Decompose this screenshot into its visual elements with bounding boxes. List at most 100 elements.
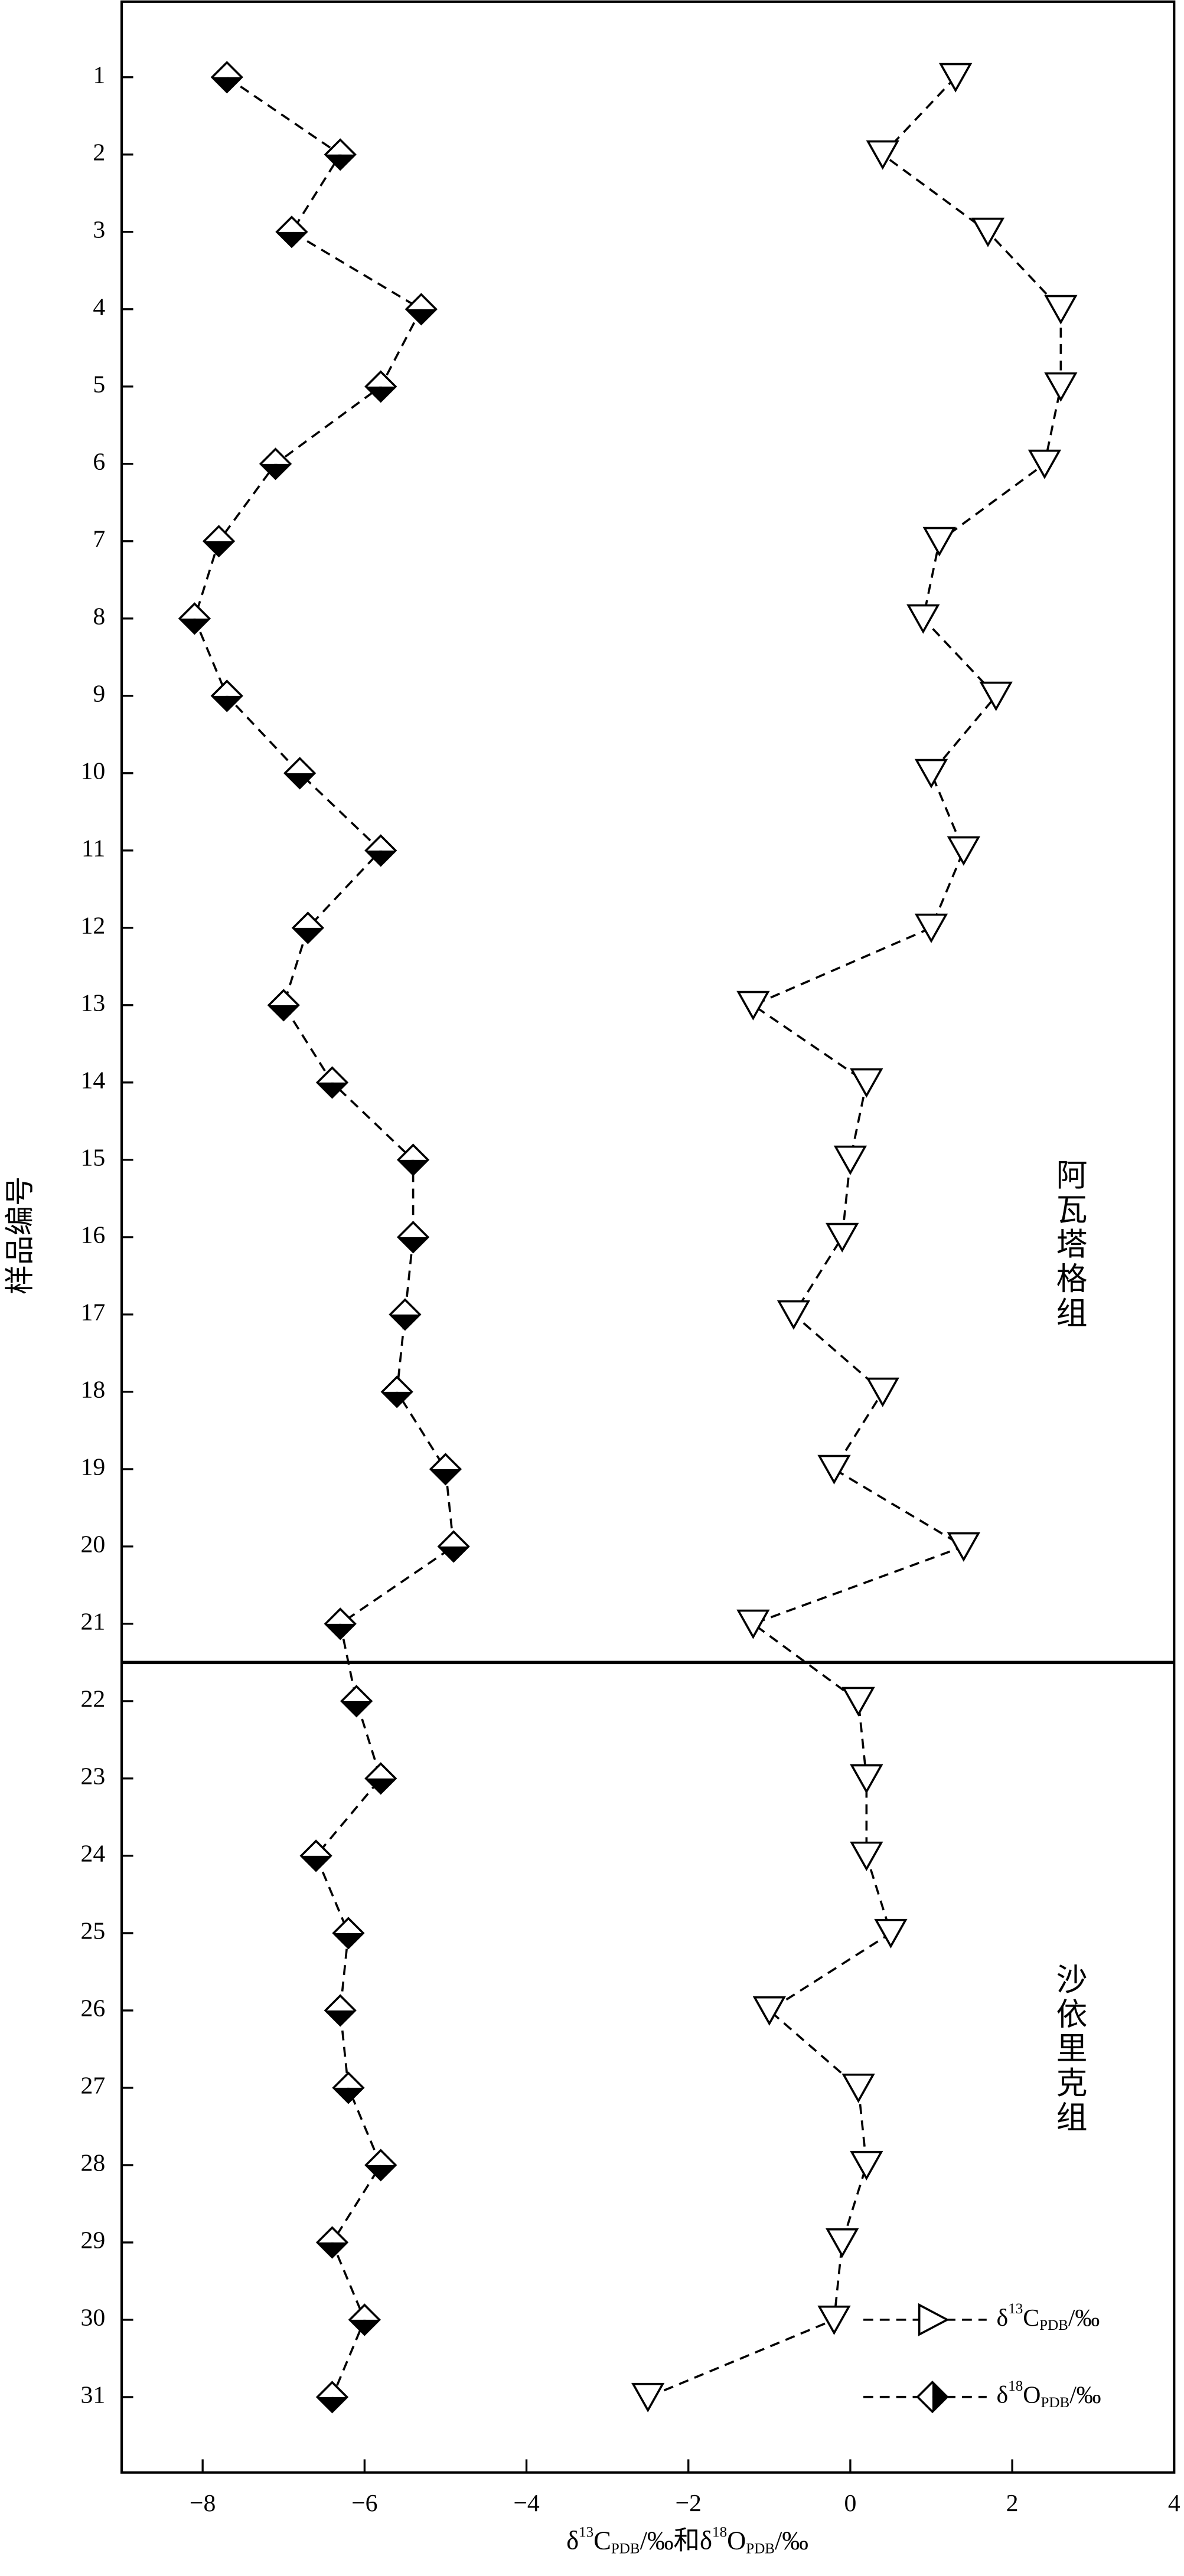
data-point (267, 989, 300, 1022)
marker-outline (364, 2149, 397, 2182)
data-point (631, 2382, 665, 2412)
marker-black-half (398, 1159, 428, 1175)
marker-black-half (430, 1469, 461, 1484)
marker-black-half (350, 2319, 380, 2335)
y-tick-label: 19 (80, 1453, 105, 1480)
y-tick-label: 4 (93, 293, 105, 321)
y-tick-label: 15 (80, 1144, 105, 1171)
marker-outline (315, 2381, 349, 2414)
data-point (833, 1145, 867, 1175)
marker-black-half (390, 1314, 420, 1329)
data-point (291, 911, 325, 944)
marker-shape (850, 1841, 883, 1871)
data-point (906, 604, 940, 634)
marker-shape (1044, 372, 1078, 402)
data-point (315, 2381, 349, 2414)
data-point (850, 1841, 883, 1871)
data-point (817, 1454, 851, 1485)
marker-white-half (212, 681, 242, 696)
marker-white-half (439, 1531, 469, 1547)
marker-shape (866, 1377, 899, 1407)
y-tick-label: 28 (80, 2149, 105, 2176)
data-point (850, 2150, 883, 2181)
marker-black-half (366, 2165, 396, 2180)
marker-shape (817, 2305, 851, 2335)
data-point (210, 61, 243, 94)
data-point (324, 138, 357, 171)
marker-outline (202, 525, 236, 558)
marker-outline (324, 138, 357, 171)
marker-outline (364, 370, 397, 403)
data-point (364, 2149, 397, 2182)
data-point (826, 2228, 859, 2258)
marker-shape (866, 140, 899, 170)
data-point (437, 1530, 470, 1563)
marker-shape (826, 2228, 859, 2258)
formation-label: 阿瓦塔格组 (1052, 1159, 1087, 1331)
marker-shape (826, 1222, 859, 1253)
marker-shape (947, 1532, 981, 1562)
legend-marker (916, 2381, 949, 2414)
data-point (817, 2305, 851, 2335)
data-point (736, 1609, 770, 1639)
marker-white-half (204, 526, 234, 541)
marker-white-half (430, 1454, 461, 1469)
marker-white-half (317, 2227, 347, 2242)
marker-black-half (366, 850, 396, 865)
marker-outline (389, 1298, 422, 1331)
y-tick-label: 23 (80, 1763, 105, 1790)
marker-outline (275, 215, 308, 249)
data-point (841, 2073, 875, 2103)
y-tick-label: 14 (80, 1067, 105, 1094)
data-point (866, 140, 899, 170)
data-point (938, 63, 973, 93)
y-tick-label: 13 (80, 989, 105, 1016)
marker-shape (752, 1996, 786, 2026)
marker-white-half (325, 1995, 355, 2011)
marker-outline (299, 1839, 332, 1872)
marker-shape (971, 217, 1005, 247)
marker-black-half (269, 1005, 299, 1020)
y-tick-label: 11 (81, 835, 105, 862)
marker-black-half (317, 2242, 347, 2257)
x-axis-label: δ13CPDB/‰和δ18OPDB/‰ (566, 2524, 808, 2557)
data-point (979, 681, 1013, 711)
legend-label: δ18OPDB/‰ (997, 2378, 1101, 2411)
marker-shape (850, 1068, 883, 1098)
data-point (971, 217, 1005, 247)
marker-black-half (325, 2010, 355, 2025)
data-point (850, 1068, 883, 1098)
marker-outline (267, 989, 300, 1022)
y-tick-label: 10 (80, 757, 105, 784)
marker-outline (437, 1530, 470, 1563)
marker-shape (922, 527, 956, 557)
y-tick-label: 2 (93, 139, 105, 166)
y-axis-label: 样品编号 (3, 1176, 36, 1294)
marker-white-half (398, 1222, 428, 1237)
data-point (348, 2303, 381, 2336)
data-point (866, 1377, 899, 1407)
data-point (396, 1143, 430, 1176)
y-tick-label: 27 (80, 2072, 105, 2099)
marker-black-half (325, 1623, 355, 1639)
y-tick-label: 7 (93, 525, 105, 553)
data-point (1028, 449, 1062, 479)
marker-shape (833, 1145, 867, 1175)
marker-outline (405, 293, 438, 326)
y-tick-label: 6 (93, 448, 105, 475)
marker-outline (364, 1762, 397, 1795)
marker-white-half (366, 835, 396, 851)
marker-shape (938, 63, 973, 93)
data-point (332, 2071, 365, 2104)
marker-black-half (366, 386, 396, 401)
y-tick-label: 20 (80, 1531, 105, 1558)
marker-shape (736, 990, 770, 1021)
legend-marker (918, 2303, 950, 2336)
marker-black-half (212, 77, 242, 92)
data-point (874, 1918, 908, 1949)
marker-shape (874, 1918, 908, 1949)
marker-outline (332, 2071, 365, 2104)
marker-outline (340, 1685, 373, 1718)
marker-outline (210, 61, 243, 94)
marker-outline (283, 757, 317, 790)
